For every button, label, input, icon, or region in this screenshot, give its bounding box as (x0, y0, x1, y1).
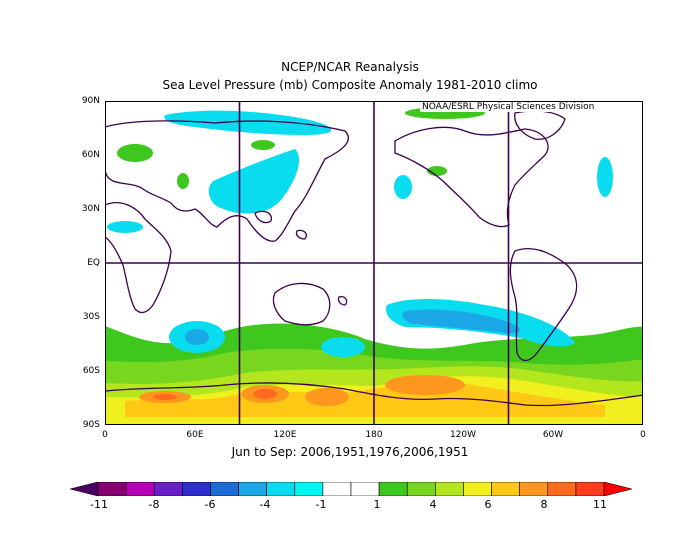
lon-label: 120E (273, 430, 297, 440)
negative-anomaly-tropics (107, 221, 143, 233)
coastline-north-america (394, 126, 549, 228)
negative-anomaly-asia (208, 149, 300, 214)
colorbar-cell (463, 482, 492, 496)
negative-anomaly-pacific (394, 175, 412, 199)
positive-anomaly-siberia (251, 140, 275, 150)
lat-label: 60S (82, 366, 100, 376)
negative-anomaly-south-indian-core (185, 329, 209, 345)
anomaly-max-6 (153, 394, 177, 400)
coastline-eurasia (105, 120, 349, 242)
lon-label: 60W (542, 430, 564, 440)
map-title: NCEP/NCAR Reanalysis (281, 60, 419, 74)
colorbar-label: 1 (373, 498, 381, 511)
positive-anomaly-central-asia (177, 173, 189, 189)
colorbar-cell (406, 482, 436, 496)
colorbar-cell (125, 482, 155, 496)
colorbar-min-arrow (70, 482, 99, 496)
lat-label: 30N (81, 204, 100, 214)
coastline-antarctica (105, 382, 643, 407)
lon-label: 0 (102, 430, 108, 440)
colorbar-cell (519, 482, 549, 496)
colorbar-label: -4 (259, 498, 271, 511)
lat-label: 90N (81, 96, 100, 106)
colorbar-cell (153, 482, 183, 496)
colorbar-label: -6 (204, 498, 216, 511)
colorbar-cell (97, 482, 127, 496)
composite-period: Jun to Sep: 2006,1951,1976,2006,1951 (231, 445, 469, 459)
colorbar-cell (210, 482, 239, 496)
colorbar-label: 8 (540, 498, 548, 511)
colorbar (70, 482, 632, 496)
lon-label: 120W (449, 430, 477, 440)
colorbar-label: 4 (429, 498, 437, 511)
data-credit: NOAA/ESRL Physical Sciences Division (420, 102, 597, 112)
anomaly-max-4 (385, 375, 465, 395)
colorbar-cell (575, 482, 605, 496)
negative-anomaly-south-pacific-core (402, 309, 520, 334)
colorbar-label: 11 (593, 498, 607, 511)
positive-anomaly-band-5 (125, 382, 605, 417)
graticule (105, 101, 643, 425)
lat-label: 30S (82, 312, 100, 322)
coastline-africa (105, 202, 172, 314)
lon-label: 180 (365, 430, 383, 440)
anomaly-max-3 (305, 388, 349, 406)
coastline-islands (254, 210, 348, 306)
colorbar-cell (238, 482, 267, 496)
colorbar-cell (378, 482, 408, 496)
negative-anomaly-atlantic (597, 157, 613, 197)
lat-label: EQ (87, 258, 100, 268)
colorbar-label: 6 (484, 498, 492, 511)
lon-label: 0 (640, 430, 646, 440)
colorbar-label: -1 (315, 498, 327, 511)
positive-anomaly-europe (117, 144, 153, 162)
anomaly-max-2 (253, 389, 277, 399)
lat-label: 60N (81, 150, 100, 160)
colorbar-cell (322, 482, 352, 496)
colorbar-cell (182, 482, 211, 496)
negative-anomaly-arctic (164, 110, 332, 135)
anomaly-map (105, 101, 643, 425)
coastline-australia (272, 282, 331, 326)
colorbar-cell (266, 482, 296, 496)
colorbar-cell (547, 482, 577, 496)
map-subtitle: Sea Level Pressure (mb) Composite Anomal… (162, 78, 538, 92)
colorbar-cell (294, 482, 324, 496)
lat-label: 90S (82, 420, 100, 430)
lon-label: 60E (186, 430, 204, 440)
coastline-south-america (509, 248, 578, 362)
colorbar-label: -11 (90, 498, 108, 511)
negative-anomaly-tasman (321, 337, 365, 357)
colorbar-cell (491, 482, 520, 496)
colorbar-cell (435, 482, 464, 496)
colorbar-max-arrow (603, 482, 632, 496)
colorbar-cell (350, 482, 380, 496)
positive-anomaly-alaska (427, 166, 447, 176)
colorbar-label: -8 (148, 498, 160, 511)
